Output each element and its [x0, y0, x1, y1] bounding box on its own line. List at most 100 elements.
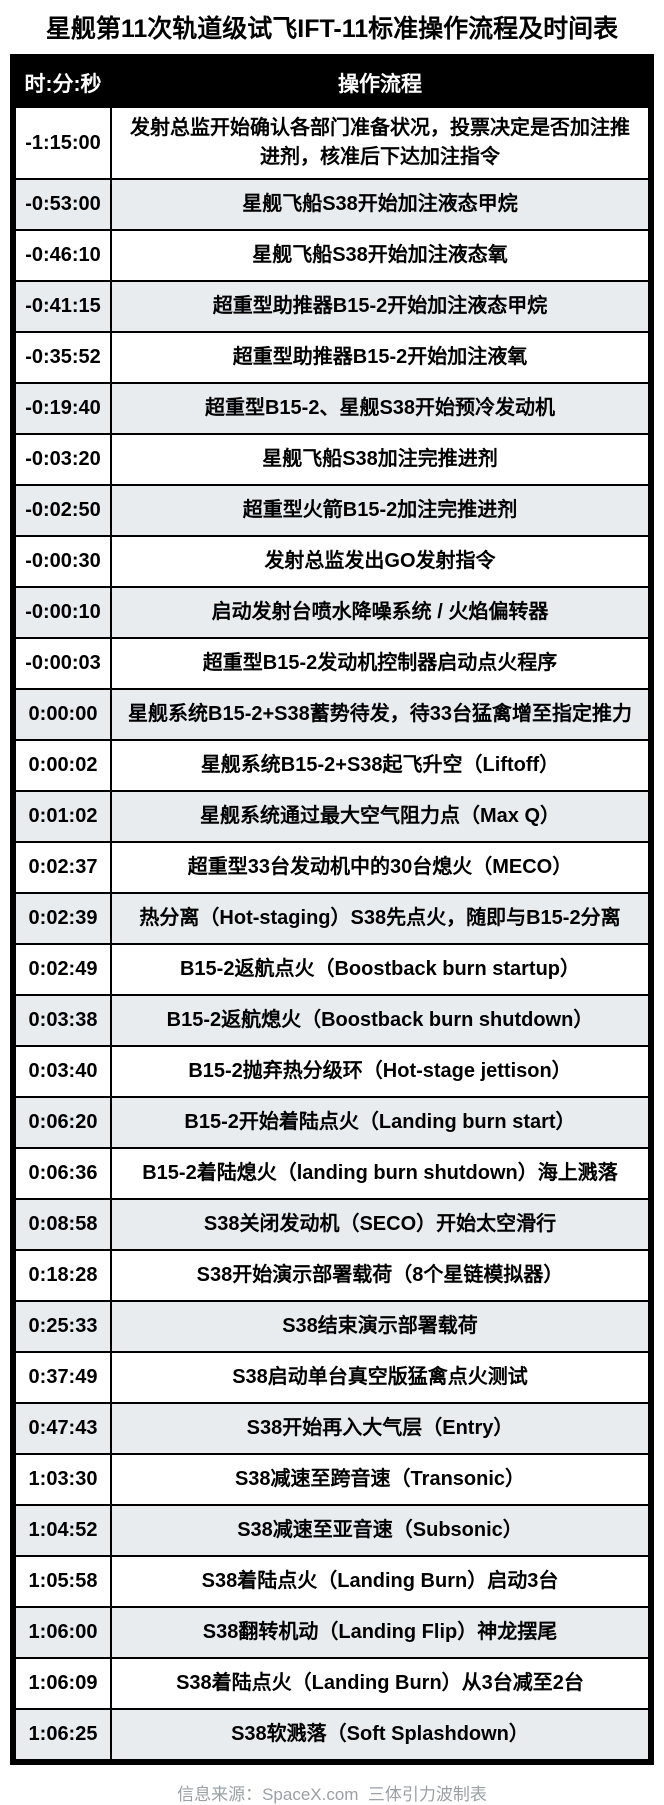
- operation-cell: 超重型助推器B15-2开始加注液氧: [110, 331, 652, 384]
- table-header: 时:分:秒 操作流程: [12, 56, 652, 108]
- operation-cell: S38结束演示部署载荷: [110, 1300, 652, 1353]
- table-row: -0:19:40 超重型B15-2、星舰S38开始预冷发动机: [12, 382, 652, 435]
- table-row: -0:00:10 启动发射台喷水降噪系统 / 火焰偏转器: [12, 586, 652, 639]
- table-row: 1:06:00 S38翻转机动（Landing Flip）神龙摆尾: [12, 1606, 652, 1659]
- time-cell: 1:06:09: [12, 1657, 112, 1710]
- time-cell: 0:01:02: [12, 790, 112, 843]
- operation-cell: 超重型B15-2、星舰S38开始预冷发动机: [110, 382, 652, 435]
- operation-cell: B15-2开始着陆点火（Landing burn start）: [110, 1096, 652, 1149]
- table-row: 0:02:37 超重型33台发动机中的30台熄火（MECO）: [12, 841, 652, 894]
- operation-cell: 热分离（Hot-staging）S38先点火，随即与B15-2分离: [110, 892, 652, 945]
- operation-cell: 星舰系统B15-2+S38蓄势待发，待33台猛禽增至指定推力: [110, 688, 652, 741]
- time-cell: 0:47:43: [12, 1402, 112, 1455]
- operation-cell: S38着陆点火（Landing Burn）从3台减至2台: [110, 1657, 652, 1710]
- time-cell: 1:04:52: [12, 1504, 112, 1557]
- operation-cell: S38翻转机动（Landing Flip）神龙摆尾: [110, 1606, 652, 1659]
- time-cell: 1:06:00: [12, 1606, 112, 1659]
- table-row: -0:46:10 星舰飞船S38开始加注液态氧: [12, 229, 652, 282]
- operation-cell: S38开始演示部署载荷（8个星链模拟器）: [110, 1249, 652, 1302]
- page-title: 星舰第11次轨道级试飞IFT-11标准操作流程及时间表: [45, 15, 619, 43]
- table-row: -0:02:50 超重型火箭B15-2加注完推进剂: [12, 484, 652, 537]
- table-row: 0:06:36 B15-2着陆熄火（landing burn shutdown）…: [12, 1147, 652, 1200]
- table-row: 1:06:25 S38软溅落（Soft Splashdown）: [12, 1708, 652, 1763]
- operation-cell: S38开始再入大气层（Entry）: [110, 1402, 652, 1455]
- table-row: -0:00:03 超重型B15-2发动机控制器启动点火程序: [12, 637, 652, 690]
- time-cell: -1:15:00: [12, 106, 112, 180]
- table-row: 0:18:28 S38开始演示部署载荷（8个星链模拟器）: [12, 1249, 652, 1302]
- operation-cell: B15-2返航熄火（Boostback burn shutdown）: [110, 994, 652, 1047]
- table-row: 0:25:33 S38结束演示部署载荷: [12, 1300, 652, 1353]
- table-row: 1:06:09 S38着陆点火（Landing Burn）从3台减至2台: [12, 1657, 652, 1710]
- operation-cell: B15-2抛弃热分级环（Hot-stage jettison）: [110, 1045, 652, 1098]
- operation-cell: 启动发射台喷水降噪系统 / 火焰偏转器: [110, 586, 652, 639]
- time-cell: -0:19:40: [12, 382, 112, 435]
- table-row: -0:35:52 超重型助推器B15-2开始加注液氧: [12, 331, 652, 384]
- time-cell: 0:08:58: [12, 1198, 112, 1251]
- table-row: 0:08:58 S38关闭发动机（SECO）开始太空滑行: [12, 1198, 652, 1251]
- time-cell: -0:53:00: [12, 178, 112, 231]
- operation-cell: 超重型火箭B15-2加注完推进剂: [110, 484, 652, 537]
- time-cell: 1:06:25: [12, 1708, 112, 1763]
- operation-cell: 星舰飞船S38开始加注液态氧: [110, 229, 652, 282]
- table-row: -1:15:00 发射总监开始确认各部门准备状况，投票决定是否加注推进剂，核准后…: [12, 106, 652, 180]
- table-row: -0:00:30 发射总监发出GO发射指令: [12, 535, 652, 588]
- table-row: 0:47:43 S38开始再入大气层（Entry）: [12, 1402, 652, 1455]
- column-header-time: 时:分:秒: [12, 56, 112, 108]
- operation-cell: 发射总监发出GO发射指令: [110, 535, 652, 588]
- timeline-table: 时:分:秒 操作流程 -1:15:00 发射总监开始确认各部门准备状况，投票决定…: [10, 54, 654, 1765]
- operation-cell: B15-2着陆熄火（landing burn shutdown）海上溅落: [110, 1147, 652, 1200]
- time-cell: -0:02:50: [12, 484, 112, 537]
- operation-cell: 星舰系统B15-2+S38起飞升空（Liftoff）: [110, 739, 652, 792]
- table-row: 0:06:20 B15-2开始着陆点火（Landing burn start）: [12, 1096, 652, 1149]
- operation-cell: 星舰飞船S38开始加注液态甲烷: [110, 178, 652, 231]
- time-cell: 1:03:30: [12, 1453, 112, 1506]
- time-cell: 0:03:38: [12, 994, 112, 1047]
- time-cell: 0:18:28: [12, 1249, 112, 1302]
- time-cell: 1:05:58: [12, 1555, 112, 1608]
- operation-cell: S38着陆点火（Landing Burn）启动3台: [110, 1555, 652, 1608]
- time-cell: 0:06:36: [12, 1147, 112, 1200]
- table-row: 0:37:49 S38启动单台真空版猛禽点火测试: [12, 1351, 652, 1404]
- time-cell: 0:00:00: [12, 688, 112, 741]
- operation-cell: B15-2返航点火（Boostback burn startup）: [110, 943, 652, 996]
- table-row: 0:00:02 星舰系统B15-2+S38起飞升空（Liftoff）: [12, 739, 652, 792]
- source-credit: 信息来源：SpaceX.com 三体引力波制表: [177, 1785, 487, 1804]
- operation-cell: 发射总监开始确认各部门准备状况，投票决定是否加注推进剂，核准后下达加注指令: [110, 106, 652, 180]
- time-cell: 0:03:40: [12, 1045, 112, 1098]
- operation-cell: 超重型助推器B15-2开始加注液态甲烷: [110, 280, 652, 333]
- time-cell: -0:00:03: [12, 637, 112, 690]
- operation-cell: 星舰飞船S38加注完推进剂: [110, 433, 652, 486]
- time-cell: 0:37:49: [12, 1351, 112, 1404]
- table-row: 0:02:49 B15-2返航点火（Boostback burn startup…: [12, 943, 652, 996]
- column-header-operation: 操作流程: [110, 56, 652, 108]
- table-row: 1:03:30 S38减速至跨音速（Transonic）: [12, 1453, 652, 1506]
- time-cell: -0:00:10: [12, 586, 112, 639]
- table-row: -0:41:15 超重型助推器B15-2开始加注液态甲烷: [12, 280, 652, 333]
- time-cell: 0:02:37: [12, 841, 112, 894]
- table-row: 0:02:39 热分离（Hot-staging）S38先点火，随即与B15-2分…: [12, 892, 652, 945]
- table-row: 0:00:00 星舰系统B15-2+S38蓄势待发，待33台猛禽增至指定推力: [12, 688, 652, 741]
- operation-cell: S38软溅落（Soft Splashdown）: [110, 1708, 652, 1763]
- time-cell: 0:06:20: [12, 1096, 112, 1149]
- timeline-table-body: -1:15:00 发射总监开始确认各部门准备状况，投票决定是否加注推进剂，核准后…: [12, 106, 652, 1763]
- time-cell: 0:02:39: [12, 892, 112, 945]
- time-cell: 0:00:02: [12, 739, 112, 792]
- time-cell: 0:02:49: [12, 943, 112, 996]
- header-row: 时:分:秒 操作流程: [12, 56, 652, 108]
- time-cell: -0:46:10: [12, 229, 112, 282]
- operation-cell: S38启动单台真空版猛禽点火测试: [110, 1351, 652, 1404]
- time-cell: -0:03:20: [12, 433, 112, 486]
- time-cell: -0:00:30: [12, 535, 112, 588]
- time-cell: -0:35:52: [12, 331, 112, 384]
- operation-cell: 星舰系统通过最大空气阻力点（Max Q）: [110, 790, 652, 843]
- operation-cell: S38关闭发动机（SECO）开始太空滑行: [110, 1198, 652, 1251]
- time-cell: 0:25:33: [12, 1300, 112, 1353]
- table-row: 1:05:58 S38着陆点火（Landing Burn）启动3台: [12, 1555, 652, 1608]
- time-cell: -0:41:15: [12, 280, 112, 333]
- operation-cell: 超重型B15-2发动机控制器启动点火程序: [110, 637, 652, 690]
- table-row: -0:53:00 星舰飞船S38开始加注液态甲烷: [12, 178, 652, 231]
- table-row: 0:03:38 B15-2返航熄火（Boostback burn shutdow…: [12, 994, 652, 1047]
- table-row: 0:03:40 B15-2抛弃热分级环（Hot-stage jettison）: [12, 1045, 652, 1098]
- operation-cell: S38减速至亚音速（Subsonic）: [110, 1504, 652, 1557]
- table-row: 0:01:02 星舰系统通过最大空气阻力点（Max Q）: [12, 790, 652, 843]
